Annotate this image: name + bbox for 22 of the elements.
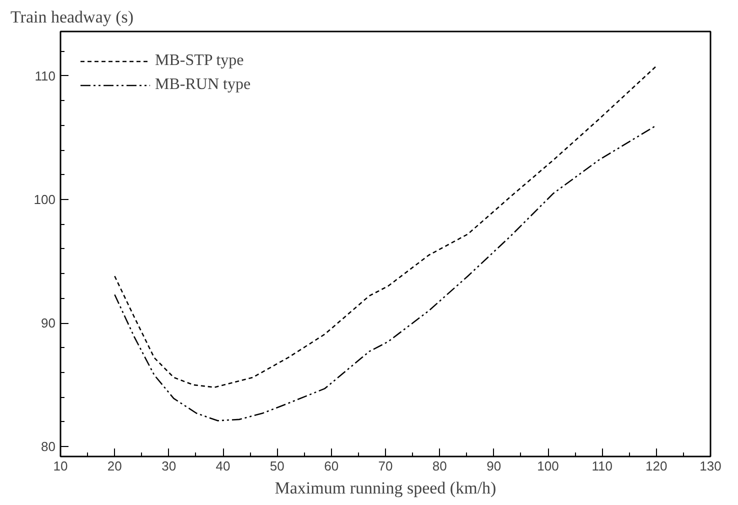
legend-label: MB-RUN type [155,76,251,94]
y-tick-label: 110 [34,68,56,84]
x-tick-label: 10 [53,458,68,474]
x-tick-label: 90 [486,458,502,474]
x-tick-label: 130 [700,458,722,474]
x-tick-label: 70 [378,458,393,474]
y-tick-label: 80 [41,439,56,454]
x-tick-label: 20 [107,458,122,474]
line-series [114,124,657,422]
y-tick-label: 90 [41,316,56,331]
x-tick-label: 50 [270,458,284,474]
y-axis-title: Train headway (s) [10,8,134,26]
x-tick-label: 40 [216,458,230,474]
x-tick-label: 30 [162,458,176,474]
legend-label: MB-STP type [155,52,244,70]
x-tick-label: 60 [324,458,339,474]
y-tick-label: 100 [34,192,56,208]
x-tick-label: 80 [432,458,447,474]
x-axis-title: Maximum running speed (km/h) [274,478,496,498]
x-tick-label: 100 [537,458,559,474]
x-tick-label: 110 [592,458,613,474]
x-tick-label: 120 [645,458,668,474]
